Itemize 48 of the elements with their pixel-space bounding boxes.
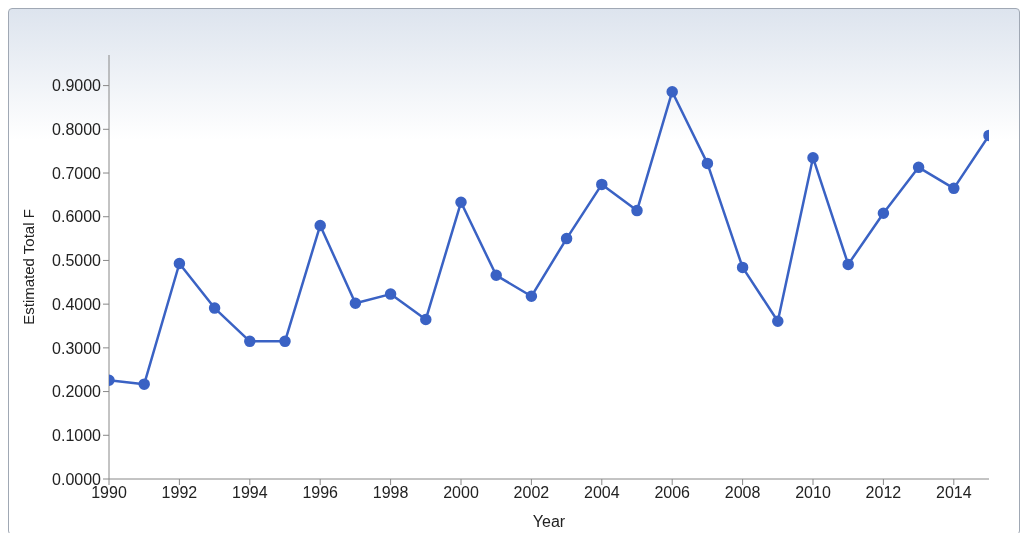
point: [314, 219, 326, 232]
x-tick-label: 2010: [795, 484, 831, 502]
x-tick-label: 1998: [372, 484, 409, 502]
y-tick-label: 0.4000: [52, 295, 102, 313]
x-tick-label: 2004: [584, 484, 620, 502]
x-tick-label: 2008: [724, 484, 761, 502]
x-tick-label: 1990: [91, 484, 127, 502]
point: [560, 232, 573, 245]
point: [807, 151, 819, 164]
y-tick-label: 0.1000: [52, 426, 102, 444]
y-tick-label: 0.3000: [52, 339, 102, 357]
point: [208, 302, 221, 314]
point: [138, 378, 150, 390]
y-tick-label: 0.5000: [52, 252, 102, 270]
point: [420, 313, 432, 326]
point: [525, 290, 538, 303]
y-tick-label: 0.8000: [52, 120, 102, 138]
point: [701, 157, 714, 170]
x-tick-label: 2000: [443, 484, 479, 502]
x-tick-label: 1994: [232, 484, 268, 502]
y-tick-label: 0.2000: [52, 383, 102, 401]
point: [772, 315, 784, 327]
y-tick-label: 0.7000: [52, 164, 102, 182]
x-tick-label: 2006: [654, 484, 691, 502]
point: [631, 204, 643, 217]
x-axis-title: Year: [532, 513, 566, 530]
x-tick-label: 2014: [936, 484, 972, 502]
x-tick-label: 1996: [302, 484, 339, 502]
point: [455, 196, 467, 209]
point: [596, 178, 608, 191]
x-tick-label: 2002: [513, 484, 550, 502]
point: [173, 257, 186, 270]
point: [384, 288, 397, 300]
point: [349, 297, 362, 310]
y-tick-label: 0.9000: [52, 77, 102, 95]
y-tick-label: 0.6000: [52, 208, 102, 226]
point: [244, 335, 256, 348]
point: [912, 161, 925, 174]
x-tick-label: 1992: [161, 484, 198, 502]
point: [948, 182, 960, 195]
point: [877, 207, 890, 219]
point: [666, 85, 678, 98]
point: [490, 269, 502, 282]
point: [736, 261, 749, 274]
y-axis-title: Estimated Total F: [20, 209, 38, 325]
x-tick-label: 2012: [865, 484, 902, 502]
point: [279, 335, 291, 348]
point: [842, 258, 854, 271]
